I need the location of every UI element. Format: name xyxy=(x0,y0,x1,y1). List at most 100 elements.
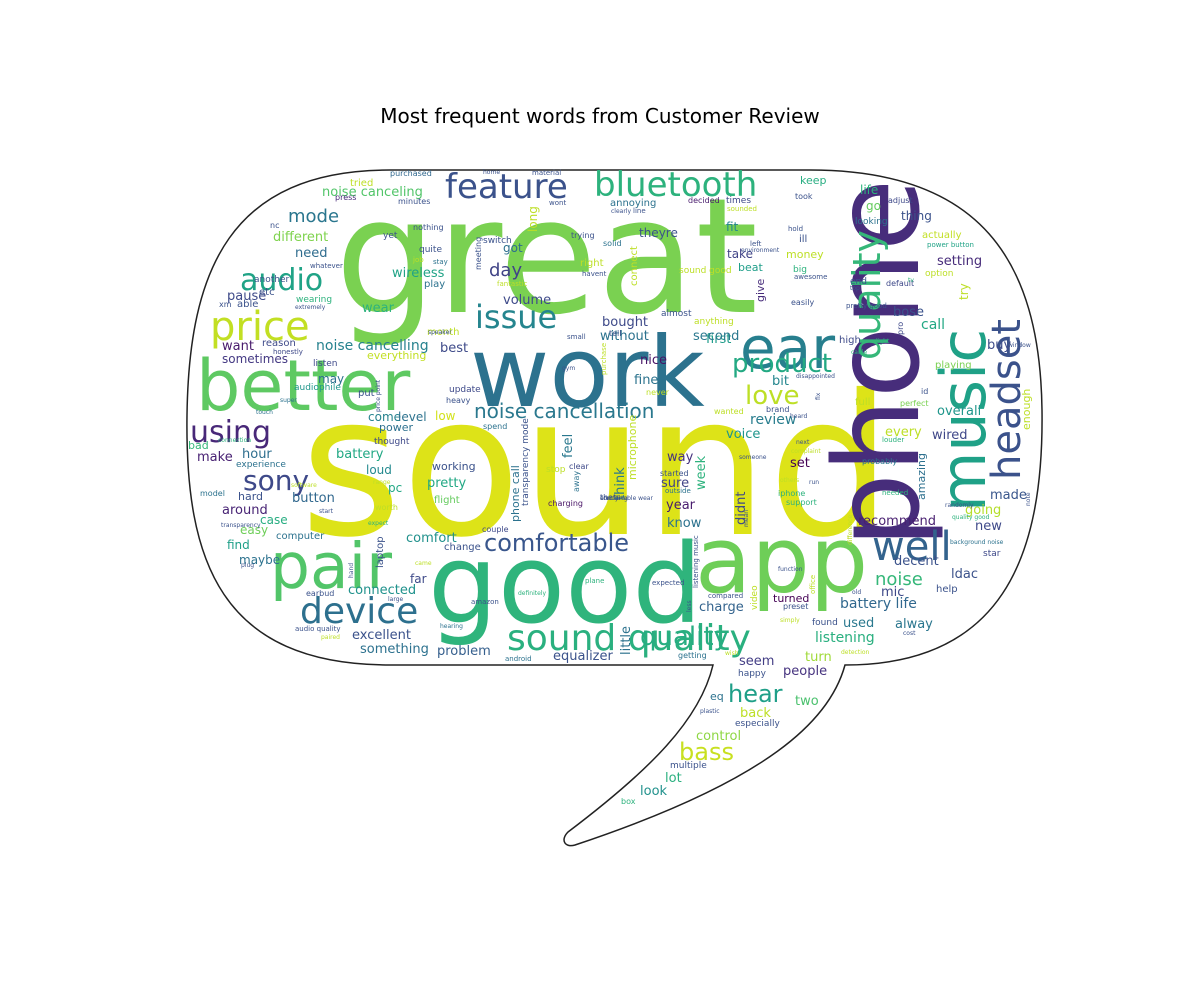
word-louder: louder xyxy=(882,436,904,444)
word-charge: charge xyxy=(699,600,744,615)
word-never: never xyxy=(646,388,670,397)
word-wanted: wanted xyxy=(714,407,744,416)
word-headset: headset xyxy=(984,319,1030,480)
word-iphone: iphone xyxy=(778,489,805,498)
word-small: small xyxy=(567,333,586,341)
word-function: function xyxy=(778,566,803,573)
word-box: box xyxy=(621,797,636,806)
word-phone-call: phone call xyxy=(509,465,522,522)
word-ear: ear xyxy=(740,314,835,382)
word-power: power xyxy=(379,421,413,434)
word-sure: sure xyxy=(661,476,689,491)
word-listening: listening xyxy=(815,630,875,646)
word-noise: noise xyxy=(875,569,923,590)
word-best: best xyxy=(440,341,468,356)
word-sound-quality: sound quality xyxy=(507,618,751,659)
word-second: second xyxy=(693,329,739,344)
word-recommend: recommend xyxy=(858,514,936,529)
word-stop: stop xyxy=(546,465,566,475)
word-sony: sony xyxy=(243,464,309,497)
word-high: high xyxy=(839,335,861,346)
word-audio-quality: audio quality xyxy=(295,625,341,633)
word-started: started xyxy=(660,469,689,478)
word-software: software xyxy=(291,482,317,489)
word-cost: cost xyxy=(903,630,916,637)
word-mode: mode xyxy=(288,206,339,227)
word-sounded: sounded xyxy=(727,205,757,213)
word-awesome: awesome xyxy=(794,273,827,281)
word-buy: buy xyxy=(987,338,1011,353)
word-getting: getting xyxy=(678,651,707,660)
word-option: option xyxy=(925,269,953,279)
word-worth: worth xyxy=(375,503,398,512)
word-super: super xyxy=(280,397,297,404)
word-others: others xyxy=(780,477,799,484)
word-made: made xyxy=(990,488,1027,503)
word-quality: quality xyxy=(640,622,729,652)
word-thing: thing xyxy=(901,209,932,223)
word-almost: almost xyxy=(661,309,692,319)
word-quite: quite xyxy=(419,245,442,255)
word-price-point: price point xyxy=(375,379,382,412)
word-quality: quality xyxy=(845,230,889,360)
word-every: every xyxy=(885,425,922,440)
word-used: used xyxy=(843,616,874,631)
word-theyre: theyre xyxy=(639,226,678,240)
word-pretty-good: pretty good xyxy=(846,302,887,310)
word-another: another xyxy=(254,275,289,285)
word-playing: playing xyxy=(935,360,972,371)
word-around: around xyxy=(222,503,268,518)
word-bought: bought xyxy=(602,315,648,330)
word-far: far xyxy=(410,572,427,586)
word-wont: wont xyxy=(549,199,566,207)
word-comfort: comfort xyxy=(406,531,457,546)
word-life: life xyxy=(860,183,878,197)
word-back: back xyxy=(740,706,771,721)
word-someone: someone xyxy=(739,454,767,461)
word-beat: beat xyxy=(738,261,763,274)
word-expect: expect xyxy=(368,520,389,527)
word-flight: flight xyxy=(434,495,460,506)
word-perfect: perfect xyxy=(900,399,929,408)
word-fine: fine xyxy=(634,373,658,388)
word-amazing: amazing xyxy=(915,453,928,500)
word-hearing: hearing xyxy=(440,623,463,630)
word-well: well xyxy=(872,524,952,570)
word-turn: turn xyxy=(805,650,832,665)
word-heard: heard xyxy=(790,413,808,420)
word-long: long xyxy=(526,206,540,232)
word-sometimes: sometimes xyxy=(222,352,288,366)
word-annoying: annoying xyxy=(610,198,656,209)
word-feel: feel xyxy=(561,434,576,458)
word-laptop: laptop xyxy=(375,536,386,568)
word-equalizer: equalizer xyxy=(553,649,614,664)
word-pc: pc xyxy=(388,481,402,495)
word-outside: outside xyxy=(665,487,691,495)
word-able: able xyxy=(237,299,258,310)
word-bass: bass xyxy=(679,738,734,766)
word-speaker: speaker xyxy=(428,329,452,336)
word-detection: detection xyxy=(841,649,870,656)
word-minutes: minutes xyxy=(398,197,430,206)
word-bad: bad xyxy=(188,439,209,452)
word-control: control xyxy=(696,729,741,744)
word-find: find xyxy=(227,538,250,552)
word-yet: yet xyxy=(383,231,398,241)
word-day: day xyxy=(489,260,522,281)
word-especially: especially xyxy=(735,719,780,729)
word-gym: gym xyxy=(562,365,575,372)
word-quality-good: quality good xyxy=(952,514,990,521)
word-voice: voice xyxy=(726,427,760,442)
word-month: month xyxy=(427,327,459,338)
word-model: model xyxy=(200,489,225,498)
word-environment: environment xyxy=(741,247,780,254)
word-didnt: didnt xyxy=(734,492,749,525)
word-tv: tv xyxy=(908,277,914,284)
word-want: want xyxy=(222,339,254,354)
word-paired: paired xyxy=(321,634,340,641)
word-setting: setting xyxy=(937,254,982,269)
word-reason: reason xyxy=(262,338,296,349)
word-button: button xyxy=(292,491,335,506)
word-charging: charging xyxy=(548,499,583,508)
